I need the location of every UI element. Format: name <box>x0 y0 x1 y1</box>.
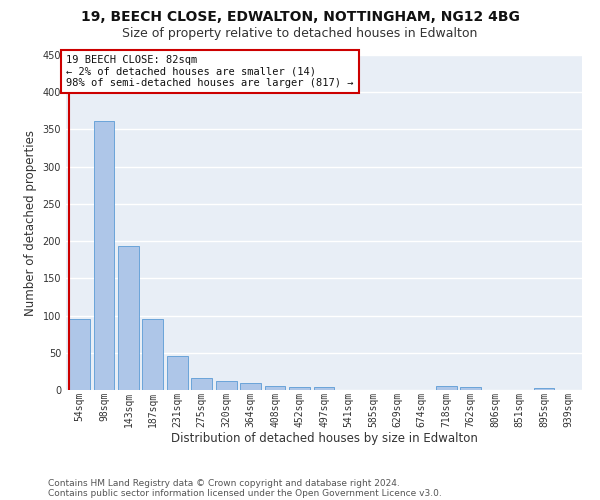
Bar <box>534 388 554 390</box>
Bar <box>436 386 457 390</box>
Bar <box>142 320 163 390</box>
Bar <box>216 381 236 390</box>
Text: 19 BEECH CLOSE: 82sqm
← 2% of detached houses are smaller (14)
98% of semi-detac: 19 BEECH CLOSE: 82sqm ← 2% of detached h… <box>66 55 353 88</box>
Bar <box>460 387 481 390</box>
Text: Contains HM Land Registry data © Crown copyright and database right 2024.: Contains HM Land Registry data © Crown c… <box>48 478 400 488</box>
Bar <box>118 246 139 390</box>
Text: Size of property relative to detached houses in Edwalton: Size of property relative to detached ho… <box>122 28 478 40</box>
Bar <box>314 387 334 390</box>
Bar <box>94 120 114 390</box>
Text: 19, BEECH CLOSE, EDWALTON, NOTTINGHAM, NG12 4BG: 19, BEECH CLOSE, EDWALTON, NOTTINGHAM, N… <box>80 10 520 24</box>
Bar <box>69 318 90 390</box>
Bar <box>265 386 286 390</box>
Bar <box>167 356 188 390</box>
Bar <box>191 378 212 390</box>
X-axis label: Distribution of detached houses by size in Edwalton: Distribution of detached houses by size … <box>170 432 478 445</box>
Bar <box>240 382 261 390</box>
Bar <box>289 387 310 390</box>
Y-axis label: Number of detached properties: Number of detached properties <box>24 130 37 316</box>
Text: Contains public sector information licensed under the Open Government Licence v3: Contains public sector information licen… <box>48 488 442 498</box>
